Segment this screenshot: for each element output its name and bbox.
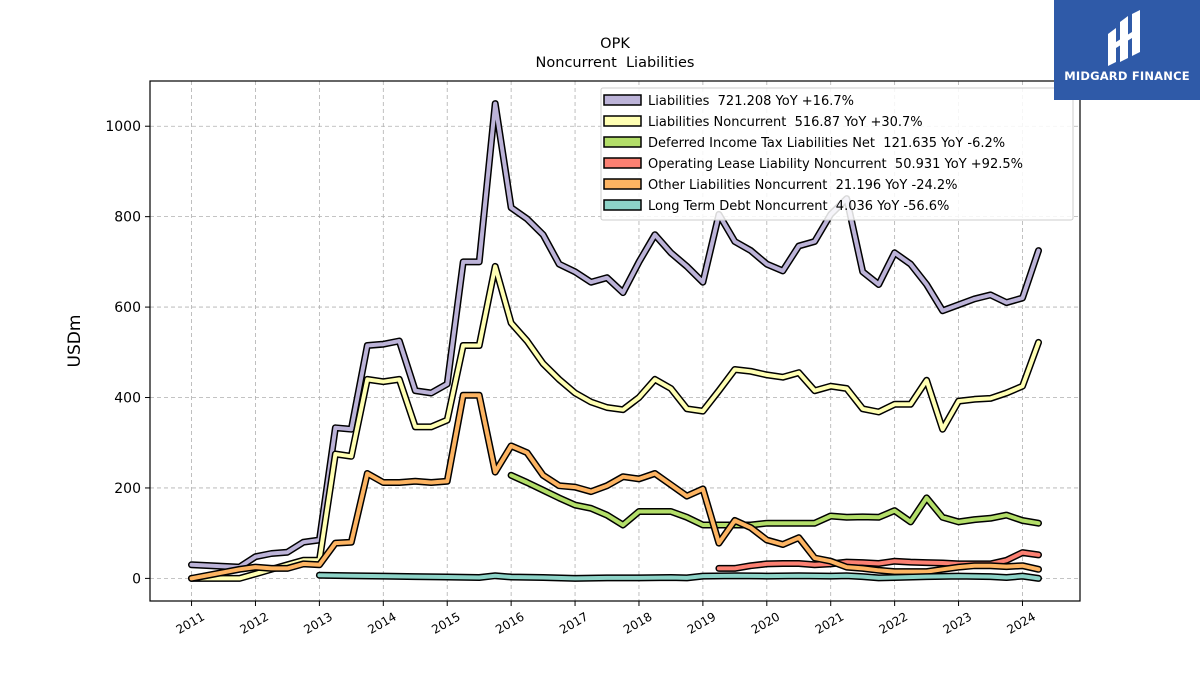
x-tick-label: 2017 — [557, 609, 590, 636]
x-tick-label: 2018 — [621, 609, 654, 636]
legend-entry: Liabilities Noncurrent 516.87 YoY +30.7% — [648, 115, 923, 130]
series-line — [189, 101, 1041, 570]
x-tick-label: 2014 — [365, 609, 398, 636]
midgard-logo-icon — [1108, 10, 1140, 66]
x-tick-label: 2015 — [429, 609, 462, 636]
x-tick-label: 2011 — [174, 609, 207, 636]
y-tick-label: 1000 — [105, 119, 141, 135]
series-long-term-debt-noncurrent — [315, 571, 1042, 582]
x-tick-label: 2016 — [493, 609, 526, 636]
x-tick-label: 2012 — [238, 609, 271, 636]
x-tick-label: 2023 — [941, 609, 974, 636]
series-line — [189, 393, 1041, 581]
x-tick-label: 2022 — [877, 609, 910, 636]
y-axis-label: USDm — [65, 315, 85, 368]
series-other-liabilities-noncurrent — [188, 391, 1042, 582]
legend-entry: Operating Lease Liability Noncurrent 50.… — [648, 157, 1023, 172]
x-tick-label: 2020 — [749, 609, 782, 636]
series-liabilities — [188, 100, 1042, 571]
series-line — [317, 573, 1041, 581]
legend-swatch — [603, 178, 642, 190]
x-tick-label: 2013 — [301, 609, 334, 636]
series-deferred-income-tax-liabilities-net — [507, 471, 1042, 529]
x-tick-label: 2024 — [1005, 609, 1038, 636]
y-tick-label: 400 — [114, 391, 141, 407]
legend-entry: Long Term Debt Noncurrent 4.036 YoY -56.… — [648, 199, 949, 214]
x-tick-label: 2019 — [685, 609, 718, 636]
series-line — [189, 264, 1041, 581]
legend-entry: Liabilities 721.208 YoY +16.7% — [648, 94, 854, 109]
legend-swatch — [603, 115, 642, 127]
y-tick-label: 200 — [114, 481, 141, 497]
series-liabilities-noncurrent — [188, 262, 1042, 582]
y-tick-label: 800 — [114, 210, 141, 226]
y-tick-label: 0 — [132, 571, 141, 587]
chart-subtitle: Noncurrent Liabilities — [536, 55, 695, 71]
legend-box — [600, 87, 1074, 221]
series-lines — [188, 100, 1042, 582]
legend-entry: Other Liabilities Noncurrent 21.196 YoY … — [648, 178, 958, 193]
y-tick-label: 600 — [114, 300, 141, 316]
plot-frame — [149, 80, 1081, 602]
chart-title: OPK — [600, 36, 630, 52]
legend-entry: Deferred Income Tax Liabilities Net 121.… — [648, 136, 1005, 151]
legend-swatch — [603, 157, 642, 169]
x-tick-label: 2021 — [813, 609, 846, 636]
legend: Liabilities 721.208 YoY +16.7% Liabilitie… — [600, 87, 1074, 221]
legend-swatch — [603, 136, 642, 148]
series-outline — [507, 471, 1042, 529]
series-line — [509, 473, 1041, 527]
legend-swatch — [603, 199, 642, 211]
logo-text: MIDGARD FINANCE — [1064, 69, 1190, 83]
midgard-finance-logo: MIDGARD FINANCE — [1054, 0, 1200, 100]
legend-swatch — [603, 94, 642, 106]
